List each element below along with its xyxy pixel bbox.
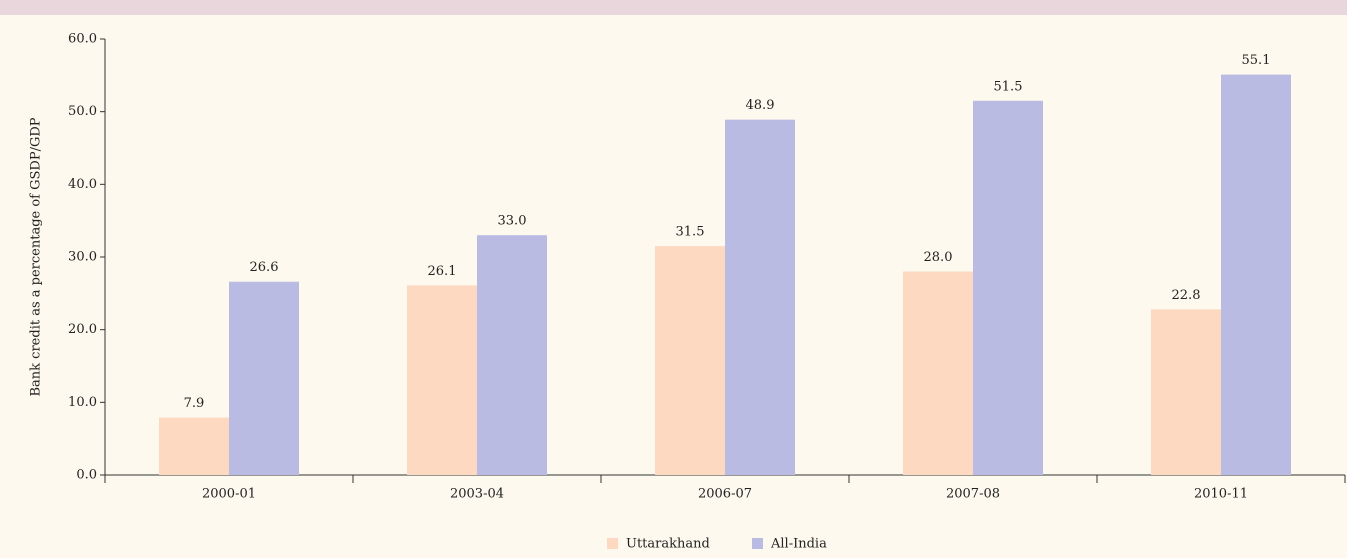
header-band [0, 0, 1347, 15]
x-tick-label: 2003-04 [450, 487, 504, 502]
y-tick-label: 60.0 [68, 32, 97, 47]
bar [973, 100, 1043, 476]
legend-swatch [607, 538, 618, 549]
y-tick-label: 0.0 [76, 468, 97, 483]
data-label: 48.9 [746, 98, 775, 113]
bar [159, 417, 229, 475]
data-label: 55.1 [1242, 53, 1271, 68]
data-label: 7.9 [184, 396, 205, 411]
y-tick-label: 30.0 [68, 250, 97, 265]
data-label: 22.8 [1172, 288, 1201, 303]
y-axis-label: Bank credit as a percentage of GSDP/GDP [29, 117, 44, 396]
y-tick-label: 10.0 [68, 395, 97, 410]
data-label: 51.5 [994, 79, 1023, 94]
legend-swatch [752, 538, 763, 549]
bar [725, 119, 795, 475]
bar [1221, 74, 1291, 476]
y-tick-label: 40.0 [68, 177, 97, 192]
data-label: 28.0 [924, 250, 953, 265]
bar [655, 246, 725, 475]
bar [229, 281, 299, 475]
x-tick-label: 2010-11 [1194, 487, 1248, 502]
data-label: 26.1 [428, 264, 457, 279]
bar [1151, 309, 1221, 475]
bar [477, 235, 547, 475]
legend-label: All-India [770, 537, 827, 552]
x-tick-label: 2000-01 [202, 487, 256, 502]
y-tick-label: 50.0 [68, 104, 97, 119]
x-tick-label: 2007-08 [946, 487, 1000, 502]
data-label: 26.6 [250, 260, 279, 275]
x-tick-label: 2006-07 [698, 487, 752, 502]
data-label: 31.5 [676, 225, 705, 240]
bar [903, 271, 973, 475]
legend-label: Uttarakhand [626, 537, 710, 552]
data-label: 33.0 [498, 214, 527, 229]
y-tick-label: 20.0 [68, 322, 97, 337]
bar [407, 285, 477, 475]
